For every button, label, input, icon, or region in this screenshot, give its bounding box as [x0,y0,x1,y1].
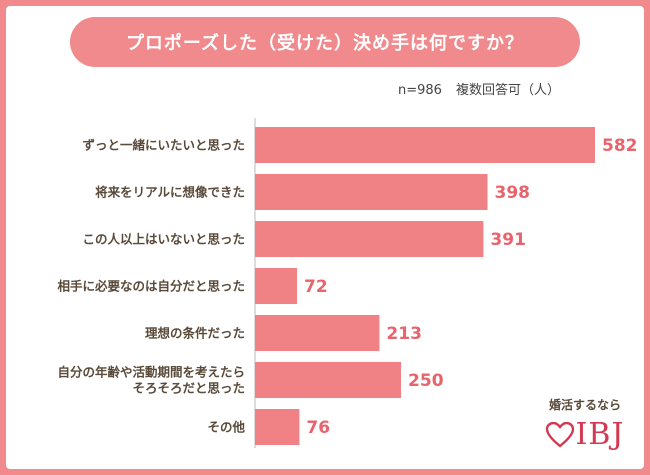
answer-type: 複数回答可（人） [455,83,560,98]
brand-logo: IBJ [530,417,640,452]
value-label-1: 398 [495,183,531,203]
bar-1 [255,174,488,210]
sample-info: n=986 複数回答可（人） [398,79,574,98]
bar-2 [255,221,484,257]
category-label-1: 将来をリアルに想像できた [95,185,245,200]
bar-5 [255,362,402,398]
category-label-2: この人以上はいないと思った [82,232,245,247]
brand-tagline: 婚活するなら [548,398,621,412]
value-label-6: 76 [306,418,330,438]
sample-size: n=986 [398,83,442,98]
bar-3 [255,268,298,304]
heart-icon [545,421,574,448]
category-label-0: ずっと一緒にいたいと思った [82,138,245,153]
category-label-5: 自分の年齢や活動期間を考えたらそろそろだと思った [57,365,245,396]
bar-4 [255,315,380,351]
category-label-6: その他 [207,420,245,435]
value-label-2: 391 [490,230,526,250]
value-label-5: 250 [408,371,444,391]
bar-0 [255,127,595,163]
category-label-3: 相手に必要なのは自分だと思った [57,279,245,294]
brand-logo-text: IBJ [575,417,625,452]
chart-title-text: プロポーズした（受けた）決め手は何ですか？ [125,33,525,54]
brand-block: 婚活するなら IBJ [530,396,640,452]
bar-6 [255,409,300,445]
value-label-0: 582 [602,136,638,156]
value-label-4: 213 [386,324,422,344]
value-label-3: 72 [304,277,328,297]
category-label-4: 理想の条件だった [145,326,245,341]
chart-title: プロポーズした（受けた）決め手は何ですか？ [70,17,580,67]
